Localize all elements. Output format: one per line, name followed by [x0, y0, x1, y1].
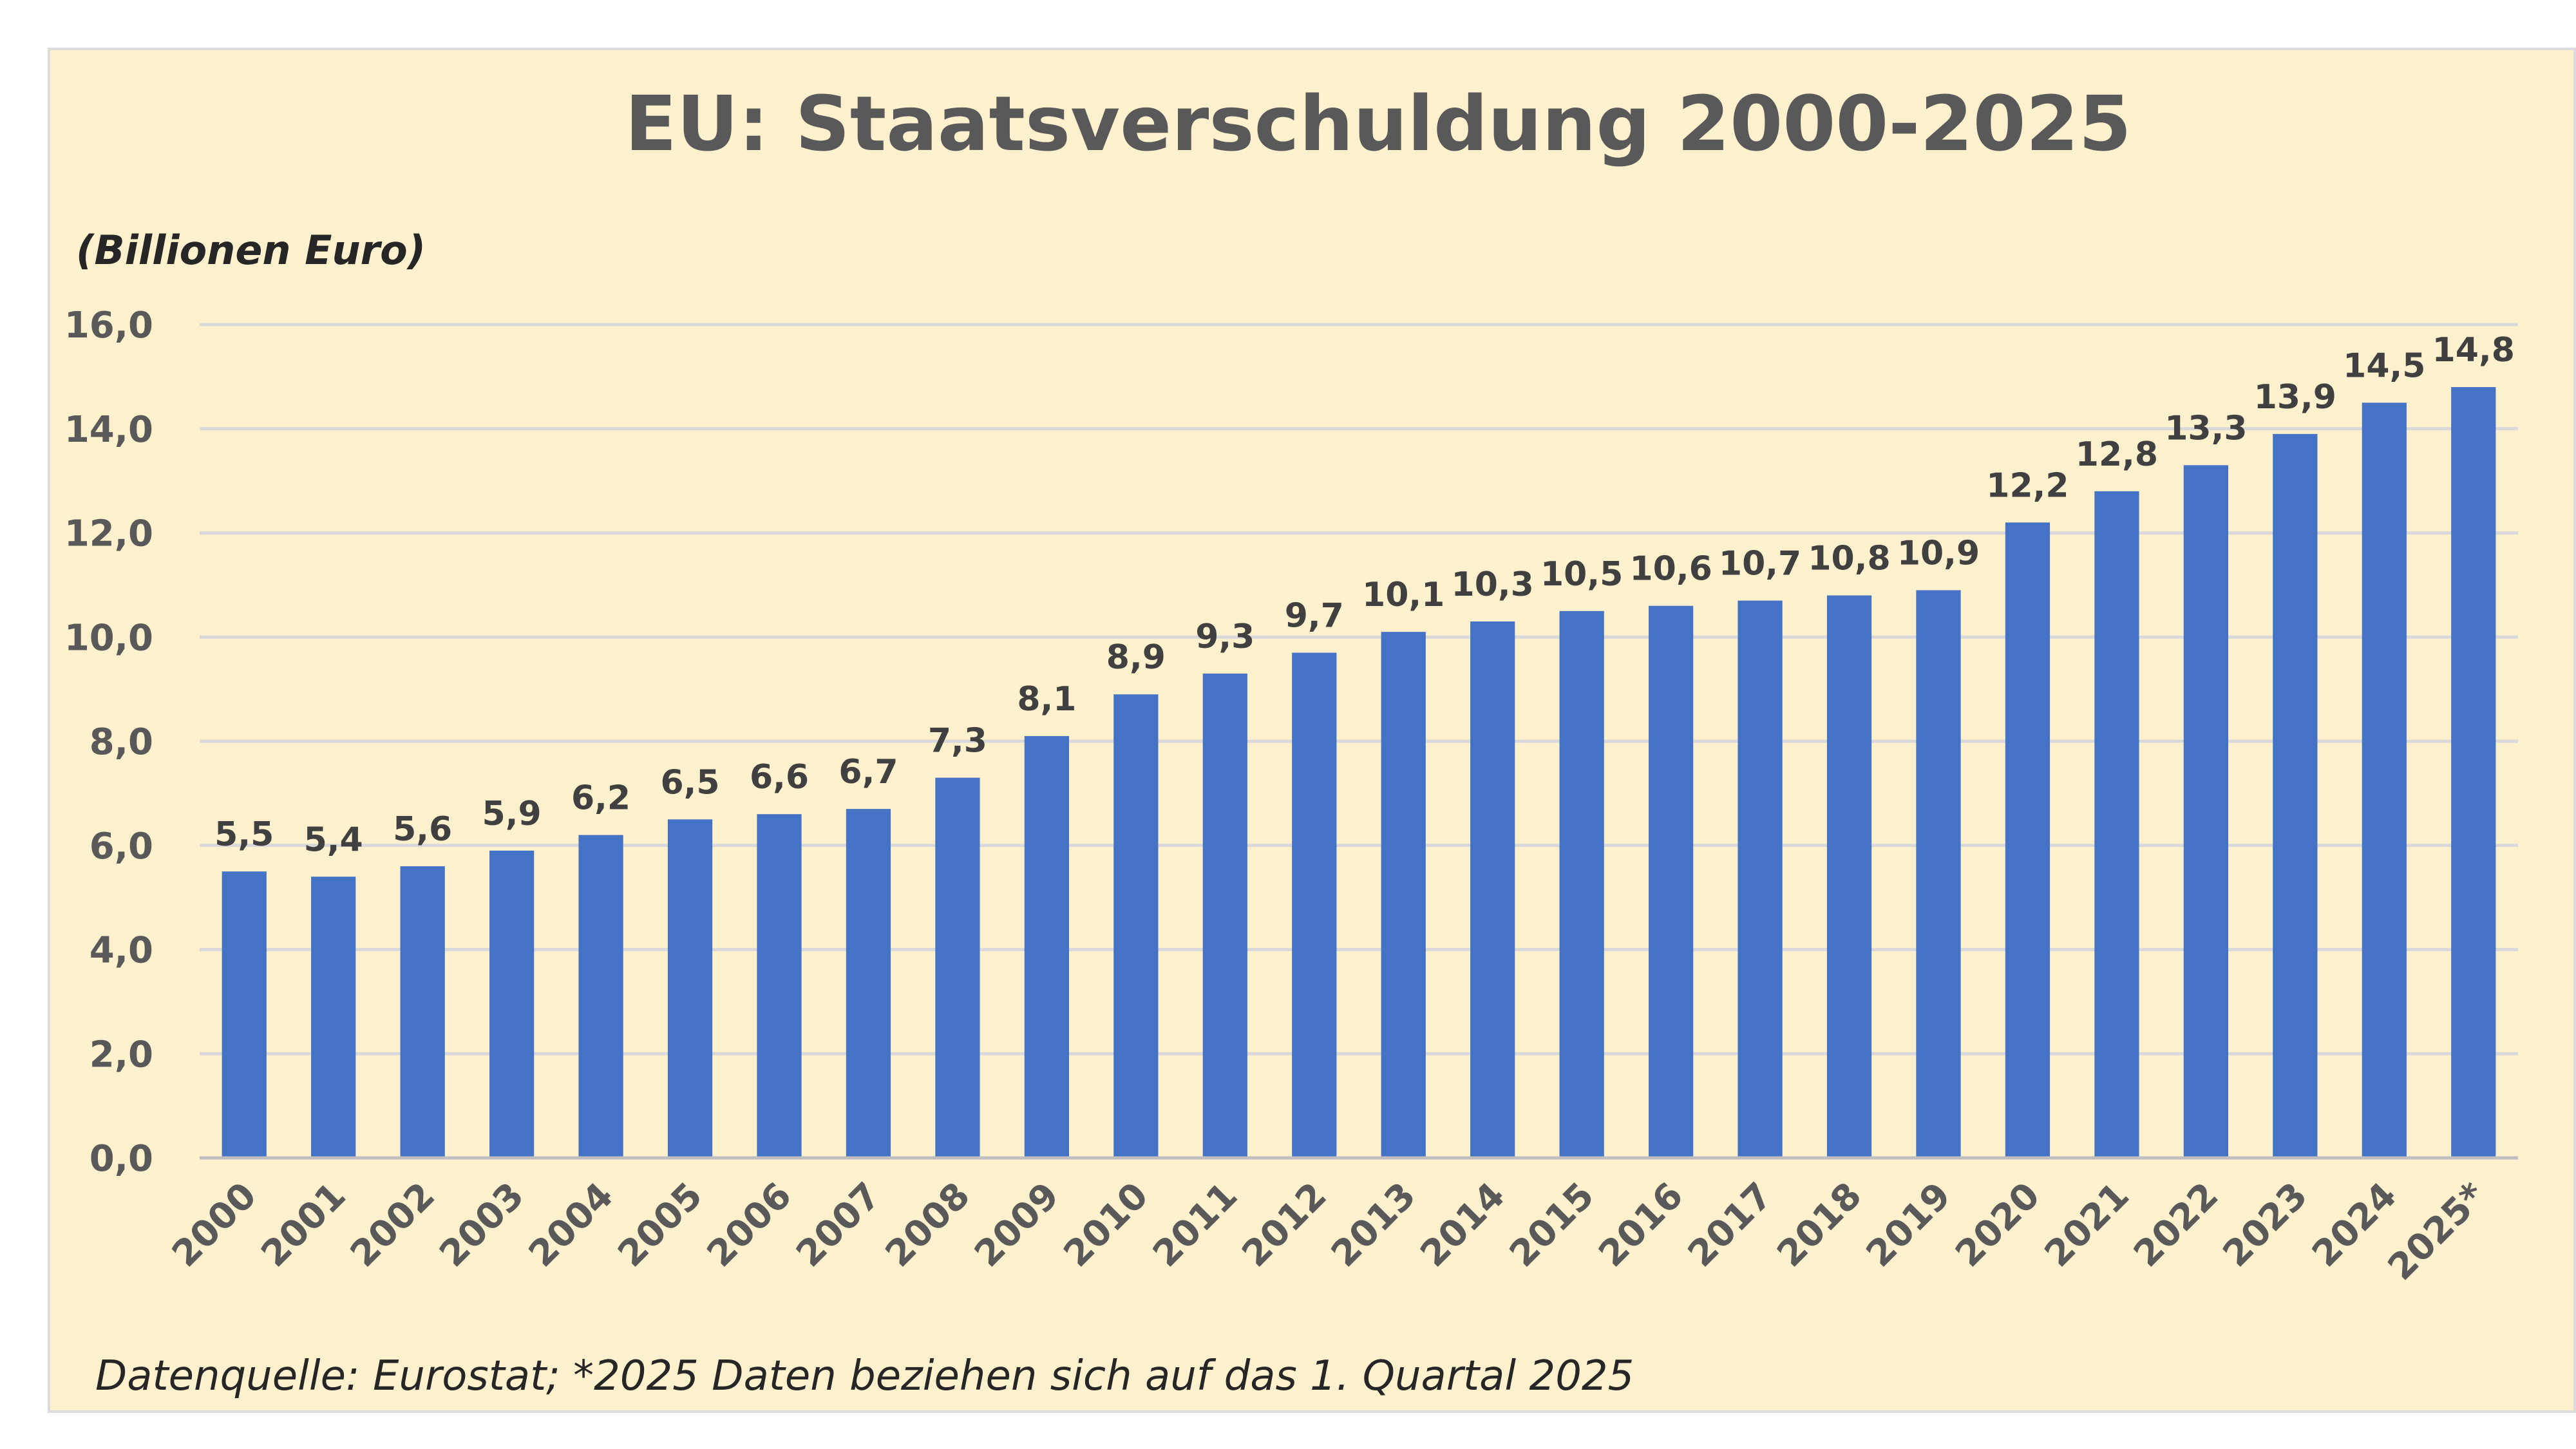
bar-2022 [2183, 465, 2228, 1158]
bar-2003 [489, 850, 535, 1158]
data-label: 9,7 [1285, 597, 1344, 636]
x-axis-categories: 2000200120022003200420052006200720082009… [164, 1175, 2494, 1289]
data-label: 5,6 [393, 810, 452, 849]
data-label: 6,7 [838, 753, 898, 791]
x-category-label: 2013 [1323, 1175, 1424, 1275]
data-label: 5,9 [482, 795, 542, 833]
data-label: 8,9 [1106, 638, 1166, 677]
x-category-label: 2018 [1769, 1175, 1870, 1275]
bar-2008 [935, 777, 980, 1158]
data-label: 13,3 [2164, 409, 2247, 448]
bar-2007 [846, 809, 891, 1158]
x-category-label: 2016 [1591, 1175, 1691, 1275]
x-category-label: 2000 [164, 1175, 265, 1275]
data-label: 6,5 [660, 763, 719, 802]
x-category-label: 2004 [521, 1175, 621, 1275]
x-category-label: 2011 [1145, 1175, 1245, 1275]
x-category-label: 2008 [878, 1175, 978, 1275]
y-tick-label: 2,0 [90, 1034, 153, 1075]
y-tick-label: 12,0 [64, 513, 153, 555]
y-tick-label: 16,0 [64, 305, 153, 346]
data-label: 14,8 [2432, 331, 2515, 370]
bar-2009 [1024, 735, 1069, 1158]
bar-2004 [578, 835, 623, 1158]
x-category-label: 2023 [2215, 1175, 2316, 1275]
data-label: 6,2 [571, 779, 630, 818]
data-label: 14,5 [2343, 346, 2425, 385]
bar-2025* [2451, 387, 2496, 1158]
data-label: 6,6 [750, 758, 809, 797]
data-label: 10,1 [1362, 576, 1444, 614]
bar-2015 [1559, 611, 1604, 1158]
x-category-label: 2014 [1412, 1175, 1513, 1275]
y-tick-label: 4,0 [90, 930, 153, 972]
y-axis-ticks: 0,0 2,0 4,0 6,0 8,0 10,0 12,0 14,0 16,0 [64, 305, 153, 1180]
bars [222, 387, 2496, 1158]
bar-2011 [1202, 673, 1247, 1158]
x-category-label: 2007 [788, 1175, 889, 1275]
x-category-label: 2015 [1502, 1175, 1602, 1275]
y-tick-label: 8,0 [90, 721, 153, 763]
data-label: 9,3 [1195, 618, 1255, 656]
bar-2018 [1826, 595, 1872, 1158]
bar-2013 [1381, 632, 1426, 1158]
data-label: 12,2 [1986, 466, 2069, 505]
data-label: 10,7 [1719, 545, 1801, 583]
bar-2012 [1292, 652, 1337, 1158]
x-category-label: 2005 [610, 1175, 710, 1275]
x-category-label: 2009 [967, 1175, 1067, 1275]
y-axis-unit-label: (Billionen Euro) [76, 227, 426, 274]
x-category-label: 2006 [699, 1175, 800, 1275]
bar-2019 [1916, 590, 1961, 1158]
x-category-label: 2019 [1859, 1175, 1959, 1275]
data-label: 10,3 [1452, 565, 1534, 604]
x-category-label: 2002 [343, 1175, 443, 1275]
bar-2002 [400, 866, 445, 1158]
x-category-label: 2021 [2037, 1175, 2137, 1275]
x-category-label: 2025* [2380, 1175, 2494, 1289]
data-label: 10,5 [1540, 555, 1623, 594]
x-category-label: 2020 [1947, 1175, 2048, 1275]
x-category-label: 2010 [1056, 1175, 1157, 1275]
bar-2024 [2362, 402, 2407, 1158]
x-category-label: 2003 [431, 1175, 532, 1275]
x-category-label: 2001 [253, 1175, 354, 1275]
data-label: 8,1 [1017, 680, 1076, 719]
data-label: 7,3 [928, 722, 987, 761]
y-tick-label: 0,0 [90, 1138, 153, 1180]
data-labels: 5,5 5,4 5,6 5,9 6,2 6,5 6,6 6,7 7,3 8,1 8,9 9,3 9,7 1… [214, 331, 2515, 859]
bar-2000 [222, 871, 267, 1158]
bar-2014 [1470, 621, 1515, 1158]
bar-2016 [1649, 605, 1694, 1158]
bar-2021 [2094, 491, 2139, 1158]
source-footnote: Datenquelle: Eurostat; *2025 Daten bezie… [95, 1352, 1634, 1400]
bar-2005 [667, 819, 713, 1158]
data-label: 12,8 [2076, 435, 2158, 474]
bar-2001 [311, 876, 356, 1158]
x-category-label: 2017 [1680, 1175, 1781, 1275]
y-tick-label: 10,0 [64, 617, 153, 659]
y-tick-label: 6,0 [90, 826, 153, 867]
x-category-label: 2022 [2126, 1175, 2226, 1275]
bar-2006 [757, 814, 802, 1158]
data-label: 5,5 [214, 815, 274, 854]
x-category-label: 2012 [1234, 1175, 1334, 1275]
data-label: 10,9 [1897, 534, 1980, 573]
bar-2010 [1113, 694, 1159, 1158]
data-label: 10,6 [1629, 550, 1712, 589]
data-label: 10,8 [1808, 540, 1890, 578]
bar-2020 [2005, 522, 2050, 1158]
y-tick-label: 14,0 [64, 409, 153, 451]
bar-2023 [2273, 433, 2318, 1158]
bar-2017 [1738, 600, 1783, 1158]
data-label: 5,4 [304, 820, 363, 859]
chart-title: EU: Staatsverschuldung 2000-2025 [625, 79, 2132, 168]
data-label: 13,9 [2254, 378, 2336, 417]
